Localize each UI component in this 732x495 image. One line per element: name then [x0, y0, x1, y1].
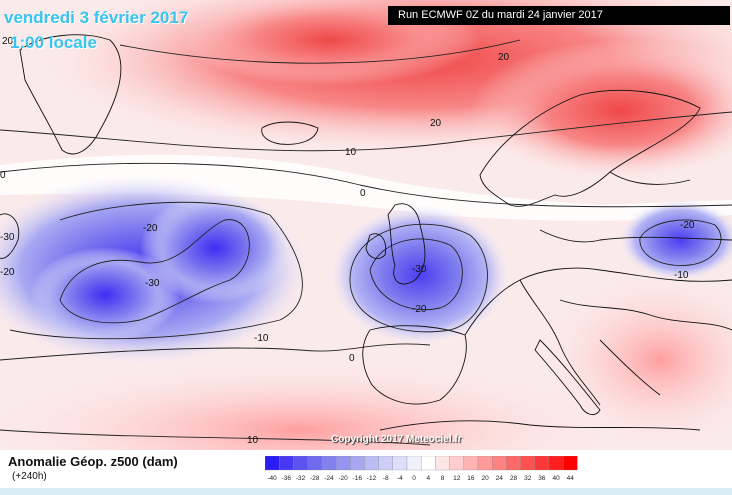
color-scale-tick: -24: [324, 475, 334, 482]
color-swatch: [364, 456, 379, 471]
color-scale-tick: -20: [338, 475, 348, 482]
color-scale-tick: -8: [383, 475, 389, 482]
color-swatch: [378, 456, 393, 471]
contour-label: 20: [2, 36, 14, 47]
color-swatch: [335, 456, 351, 471]
contour-label: -30: [0, 232, 15, 243]
color-scale-tick: -16: [353, 475, 363, 482]
contour-label: 10: [247, 435, 259, 446]
color-scale-tick: 16: [467, 475, 475, 482]
run-info-banner: Run ECMWF 0Z du mardi 24 janvier 2017: [388, 6, 730, 25]
contour-label: -10: [254, 333, 269, 344]
contour-label: 0: [360, 188, 366, 199]
color-swatch: [307, 456, 322, 471]
contour-label: -20: [680, 220, 695, 231]
contour-label: 0: [349, 353, 355, 364]
color-scale-tick: 8: [441, 475, 445, 482]
color-scale-tick: 24: [496, 475, 504, 482]
color-swatch: [435, 456, 450, 471]
contour-label: -30: [412, 264, 427, 275]
color-scale-tick: -12: [367, 475, 377, 482]
legend-subtitle: (+240h): [12, 471, 47, 482]
color-scale-tick: 12: [453, 475, 461, 482]
color-scale-tick: 28: [510, 475, 518, 482]
color-scale-tick: -40: [267, 475, 277, 482]
color-swatch: [563, 456, 578, 471]
color-swatch: [492, 456, 507, 471]
color-scale-tick: 44: [567, 475, 575, 482]
color-swatch: [265, 456, 280, 471]
color-swatch: [350, 456, 365, 471]
color-scale-tick: 40: [552, 475, 560, 482]
color-swatch: [293, 456, 308, 471]
color-swatch: [392, 456, 408, 471]
contour-label: -20: [143, 223, 158, 234]
color-swatch: [449, 456, 464, 471]
color-scale-tick: 36: [538, 475, 546, 482]
contour-label: -10: [674, 270, 689, 281]
color-scale-tick: 0: [412, 475, 416, 482]
contour-label: 20: [430, 118, 442, 129]
color-scale-tick: -36: [282, 475, 292, 482]
forecast-time: 1:00 locale: [10, 33, 97, 52]
color-scale-tick: 4: [426, 475, 430, 482]
color-swatch: [406, 456, 422, 471]
contour-label: -20: [412, 304, 427, 315]
color-swatch: [534, 456, 550, 471]
contour-label: 10: [345, 147, 357, 158]
color-swatch: [548, 456, 564, 471]
color-swatch: [463, 456, 479, 471]
contour-label: -30: [145, 278, 160, 289]
legend-title: Anomalie Géop. z500 (dam): [8, 454, 178, 469]
color-swatch: [520, 456, 535, 471]
color-swatch: [421, 456, 436, 471]
color-scale-tick: -4: [397, 475, 403, 482]
color-swatch: [321, 456, 337, 471]
color-scale-tick: 20: [481, 475, 489, 482]
contour-label: 20: [498, 52, 510, 63]
color-scale-tick: 32: [524, 475, 532, 482]
forecast-date: vendredi 3 février 2017: [4, 8, 189, 27]
bottom-edge: [0, 488, 732, 495]
color-scale-tick: -32: [296, 475, 306, 482]
color-swatch: [477, 456, 493, 471]
color-scale-tick: -28: [310, 475, 320, 482]
contour-label: -20: [0, 267, 15, 278]
contour-label: 0: [0, 170, 6, 181]
color-scale-bar: -40 -36 -32 -28 -24 -20 -16 -12 -8 -4 0 4 8 12 16 20 24 2…: [265, 456, 578, 482]
geopotential-anomaly-map: 20 20 20 10 0 0 -20 -30 -30 -20 -10 -20 …: [0, 0, 732, 450]
color-swatch: [279, 456, 294, 471]
copyright-label: Copyright 2017 Meteociel.fr: [331, 434, 462, 445]
color-swatch: [506, 456, 521, 471]
